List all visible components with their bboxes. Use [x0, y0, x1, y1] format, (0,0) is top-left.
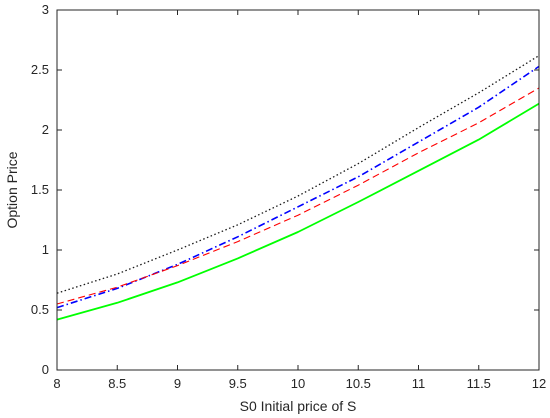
series-line-solid	[56, 102, 540, 321]
y-tick-label: 2.5	[31, 62, 49, 77]
x-tick-label: 12	[532, 376, 546, 391]
y-axis-ticks: 0 0.5 1 1.5 2 2.5 3	[31, 2, 539, 377]
x-axis-ticks: 8 8.5 9 9.5 10 10.5 11 11.5 12	[53, 10, 546, 391]
plot-area	[57, 10, 539, 370]
y-axis-label: Option Price	[4, 151, 20, 228]
y-tick-label: 3	[42, 2, 49, 17]
y-tick-label: 2	[42, 122, 49, 137]
x-tick-label: 11.5	[467, 376, 491, 391]
x-tick-label: 11	[412, 376, 426, 391]
y-tick-label: 1.5	[31, 182, 49, 197]
y-tick-label: 0.5	[31, 302, 49, 317]
x-axis-label: S0 Initial price of S	[240, 398, 357, 414]
x-tick-label: 8	[53, 376, 60, 391]
y-tick-label: 0	[42, 362, 49, 377]
x-tick-label: 10	[291, 376, 305, 391]
y-tick-label: 1	[42, 242, 49, 257]
x-tick-label: 8.5	[108, 376, 126, 391]
series-line-dashed	[56, 87, 540, 305]
series-layer	[56, 55, 540, 321]
series-line-dotted	[56, 55, 540, 294]
x-tick-label: 10.5	[346, 376, 371, 391]
x-tick-label: 9.5	[229, 376, 247, 391]
series-line-dashdot	[56, 65, 540, 309]
x-tick-label: 9	[174, 376, 181, 391]
